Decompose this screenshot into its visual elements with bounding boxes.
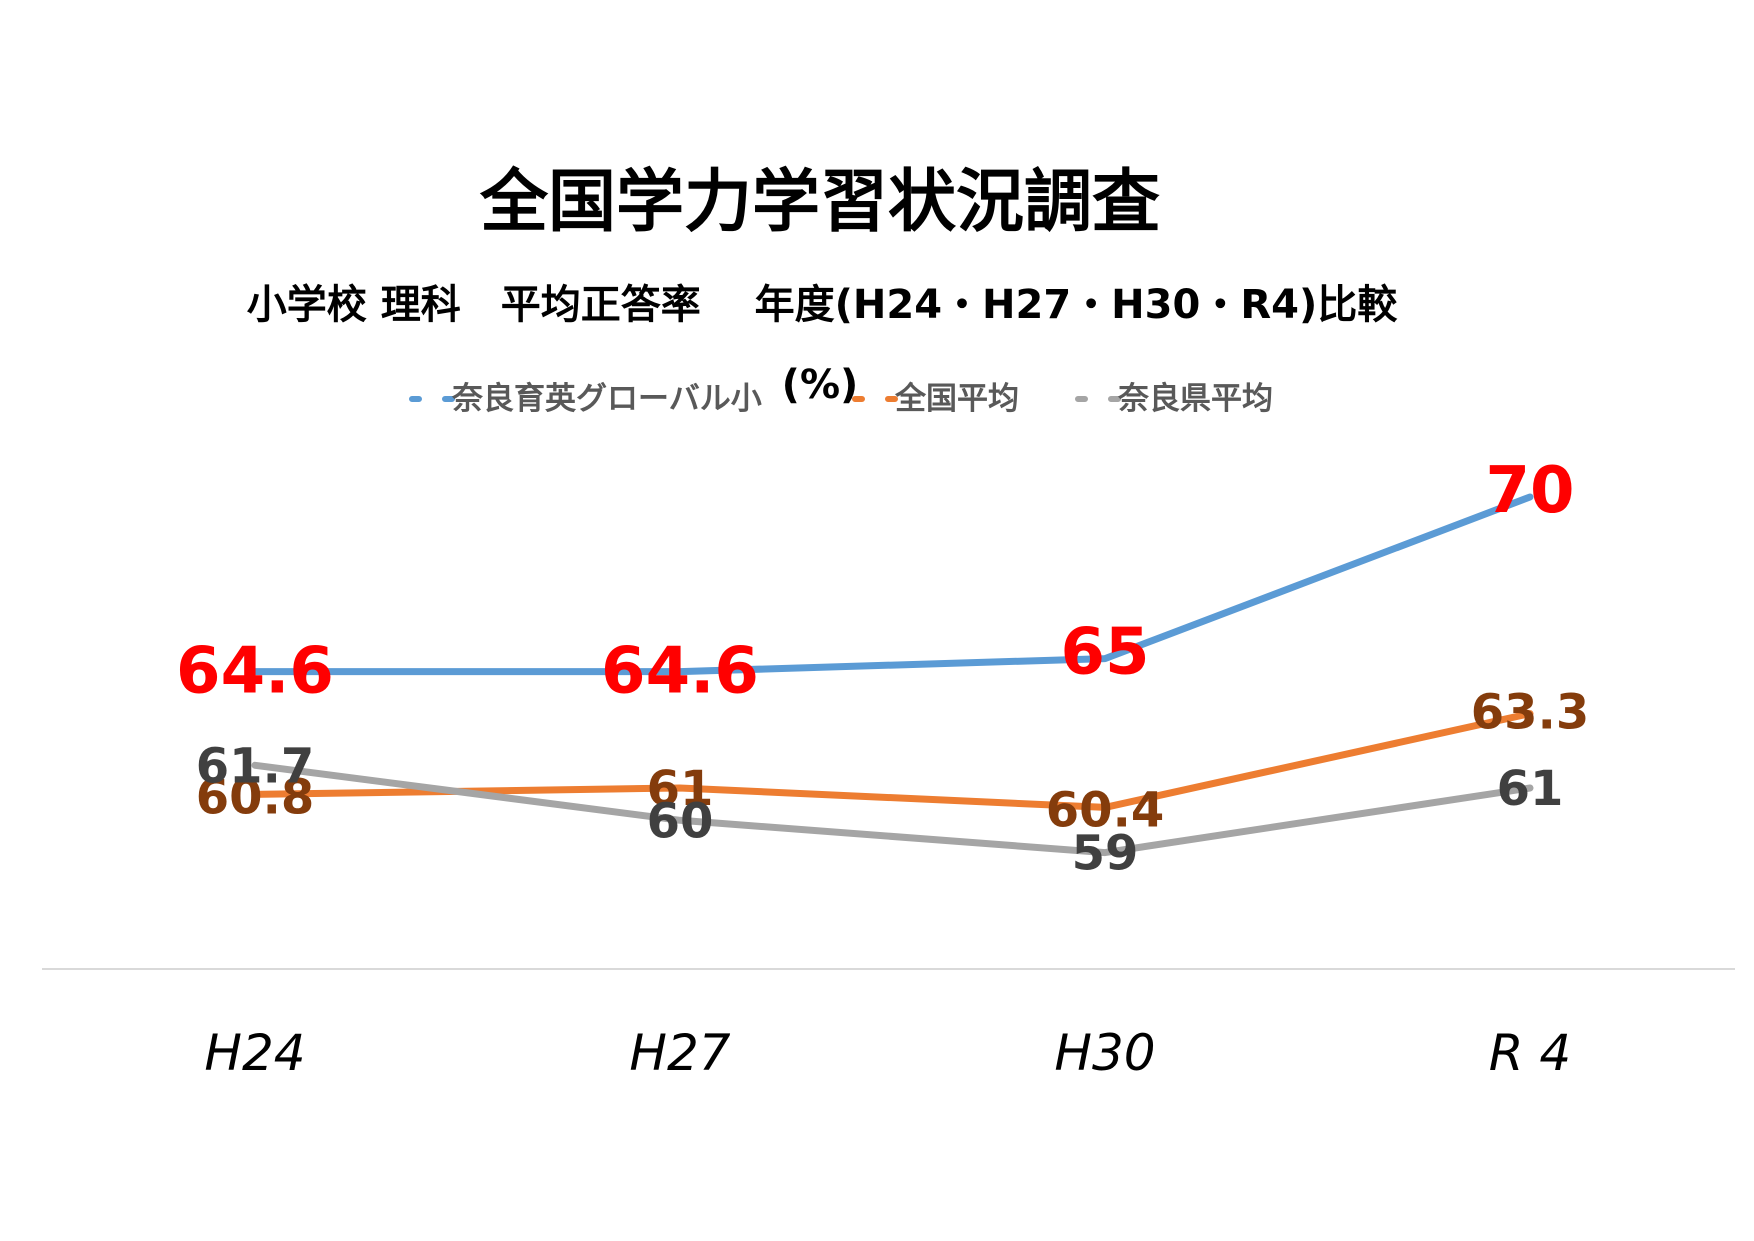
legend-label-1: 全国平均	[894, 381, 1019, 417]
data-label: 70	[1485, 454, 1574, 528]
x-tick-label: H27	[629, 1024, 730, 1082]
legend: 奈良育英グローバル小 全国平均 奈良県平均	[409, 381, 1273, 417]
data-label: 63.3	[1471, 685, 1589, 741]
x-tick-label: R 4	[1489, 1024, 1571, 1082]
chart-title: 全国学力学習状況調査	[479, 163, 1160, 242]
data-label: 59	[1072, 826, 1139, 882]
legend-label-0: 奈良育英グローバル小	[451, 381, 762, 417]
series-layer	[251, 493, 1534, 857]
data-label: 61.7	[196, 738, 314, 794]
data-labels: 64.6 64.6 65 70 60.8 61 60.4 63.3 61.7 60 59 61	[176, 454, 1589, 882]
data-label: 64.6	[176, 635, 334, 709]
x-tick-label: H24	[204, 1024, 305, 1082]
data-label: 65	[1060, 616, 1149, 690]
unit-label: (%)	[782, 362, 859, 408]
series-line-2	[251, 761, 1534, 857]
chart-subtitle: 小学校 理科 平均正答率 年度(H24・H27・H30・R4)比較	[247, 282, 1398, 328]
data-label: 60	[647, 793, 714, 849]
data-label: 61	[647, 761, 714, 817]
data-label: 64.6	[601, 635, 759, 709]
data-label: 60.4	[1046, 782, 1164, 838]
x-axis-ticks: H24 H27 H30 R 4	[204, 1024, 1571, 1082]
data-label: 61	[1497, 761, 1564, 817]
legend-label-2: 奈良県平均	[1117, 381, 1273, 417]
x-tick-label: H30	[1054, 1024, 1155, 1082]
series-line-0	[251, 493, 1534, 676]
data-label: 60.8	[196, 769, 314, 825]
